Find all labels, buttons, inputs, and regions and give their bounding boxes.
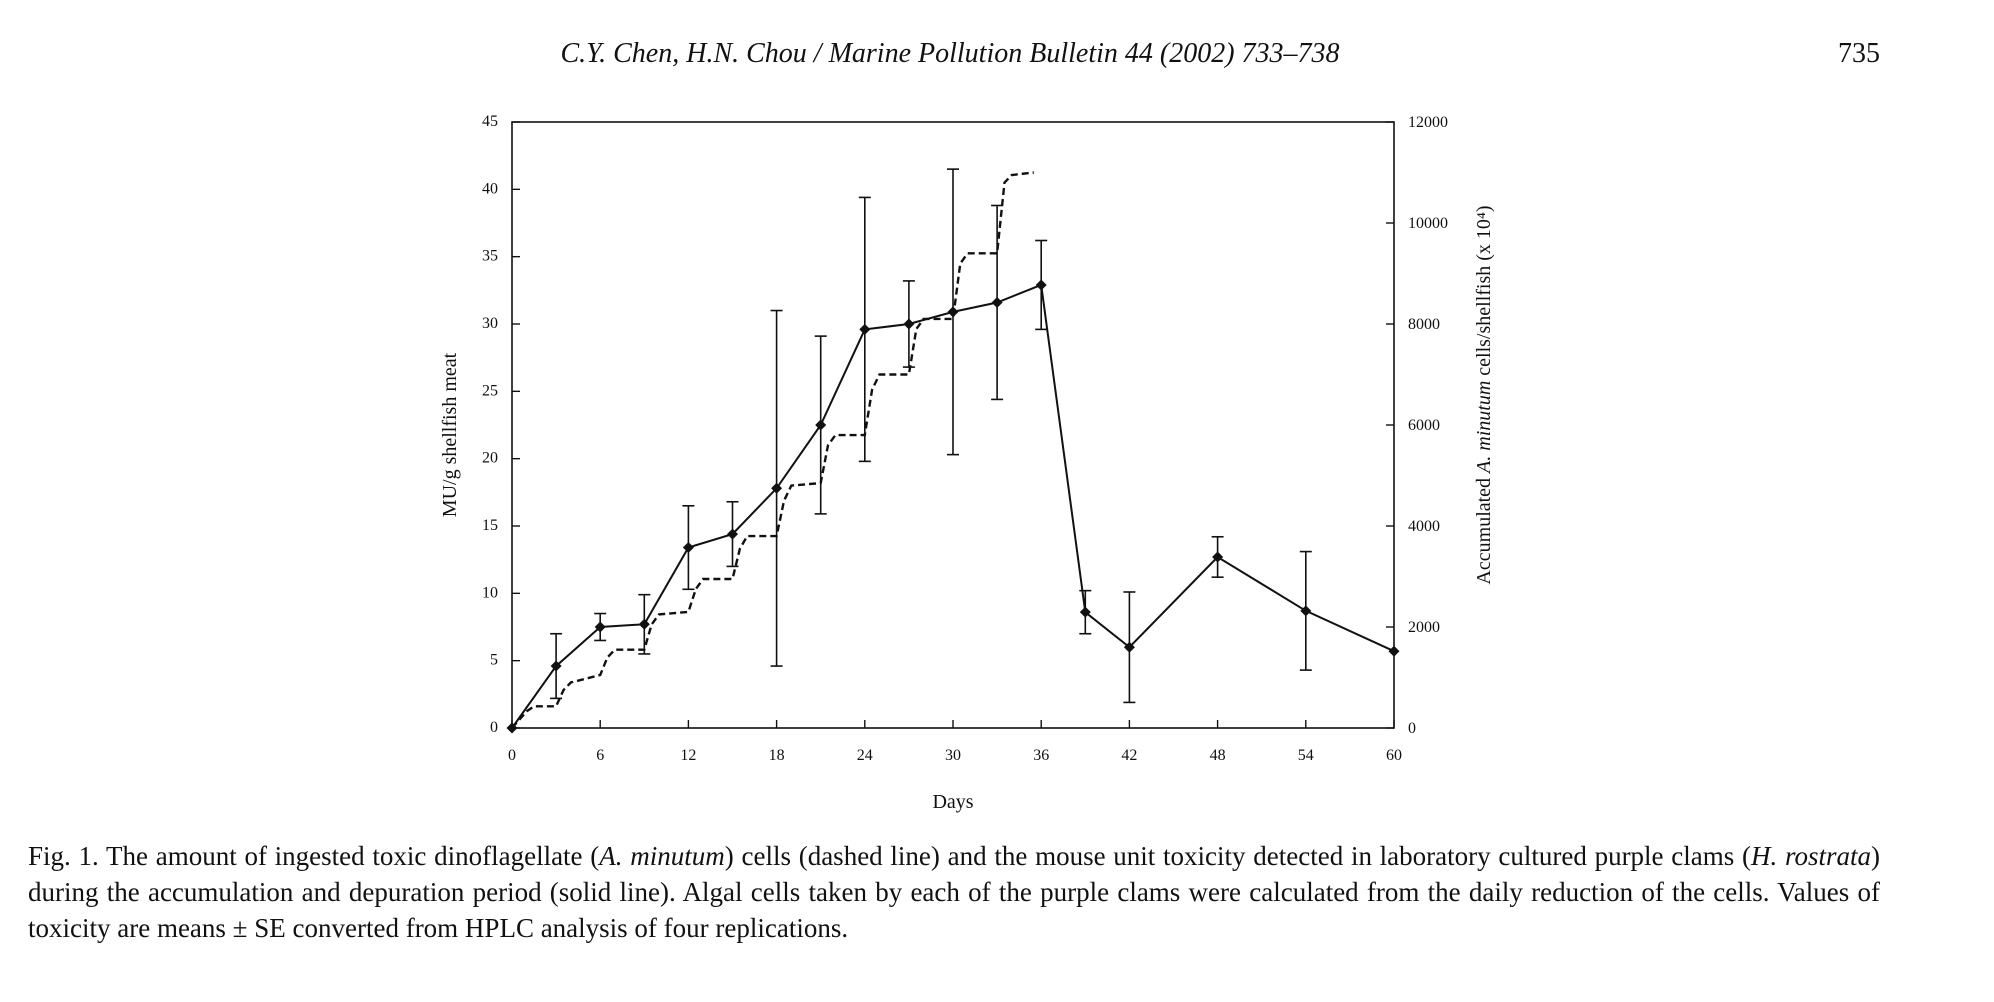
dashed-series-line bbox=[511, 171, 1034, 729]
x-tick-label: 30 bbox=[945, 747, 961, 764]
y-left-tick-label: 35 bbox=[482, 248, 498, 265]
solid-series bbox=[506, 168, 1400, 734]
x-tick-label: 48 bbox=[1210, 747, 1226, 764]
y-right-tick-label: 4000 bbox=[1408, 518, 1440, 535]
data-point-diamond bbox=[1079, 606, 1091, 618]
solid-series-line bbox=[511, 283, 1395, 729]
data-point-diamond bbox=[859, 323, 871, 335]
x-tick-label: 42 bbox=[1121, 747, 1137, 764]
x-tick-label: 12 bbox=[680, 747, 696, 764]
data-point-diamond bbox=[550, 660, 562, 672]
y-left-tick-label: 5 bbox=[490, 652, 498, 669]
data-point-diamond bbox=[594, 621, 606, 633]
data-point-diamond bbox=[682, 542, 694, 554]
data-point-diamond bbox=[771, 482, 783, 494]
data-point-diamond bbox=[1212, 551, 1224, 563]
x-tick-label: 36 bbox=[1033, 747, 1049, 764]
page-header: C.Y. Chen, H.N. Chou / Marine Pollution … bbox=[0, 38, 1994, 78]
figure-caption: Fig. 1. The amount of ingested toxic din… bbox=[28, 841, 1881, 943]
y-left-tick-label: 25 bbox=[482, 382, 498, 399]
axis-ticks: 0 6 12 18 24 30 36 42 48 54 60 0 5 10 15 20 25 30 35 40 45 0 2… bbox=[482, 113, 1448, 764]
y-right-tick-label: 10000 bbox=[1408, 215, 1448, 232]
y-left-tick-label: 40 bbox=[482, 180, 498, 197]
y-left-tick-label: 10 bbox=[482, 584, 498, 601]
x-tick-label: 6 bbox=[596, 747, 604, 764]
y-right-tick-label: 6000 bbox=[1408, 417, 1440, 434]
x-tick-label: 0 bbox=[508, 747, 516, 764]
toxicity-chart: 0 6 12 18 24 30 36 42 48 54 60 0 5 10 15 20 25 30 35 40 45 0 2… bbox=[439, 113, 1495, 813]
data-point-diamond bbox=[1035, 279, 1047, 291]
y-left-tick-label: 30 bbox=[482, 315, 498, 332]
x-axis-title: Days bbox=[932, 791, 973, 813]
data-point-diamond bbox=[815, 419, 827, 431]
y-right-tick-label: 0 bbox=[1408, 720, 1416, 737]
data-point-diamond bbox=[638, 618, 650, 630]
y-left-tick-label: 20 bbox=[482, 450, 498, 467]
data-point-diamond bbox=[1123, 641, 1135, 653]
data-point-diamond bbox=[903, 318, 915, 330]
x-tick-label: 24 bbox=[857, 747, 873, 764]
y-axis-left-title: MU/g shellfish meat bbox=[439, 352, 461, 517]
y-left-tick-label: 45 bbox=[482, 113, 498, 130]
data-point-diamond bbox=[506, 722, 518, 734]
x-tick-label: 60 bbox=[1386, 747, 1402, 764]
y-right-tick-label: 2000 bbox=[1408, 619, 1440, 636]
running-head: C.Y. Chen, H.N. Chou / Marine Pollution … bbox=[560, 38, 1340, 69]
y-left-tick-label: 0 bbox=[490, 719, 498, 736]
dashed-series bbox=[511, 171, 1034, 729]
data-point-diamond bbox=[1388, 645, 1400, 657]
data-point-diamond bbox=[727, 528, 738, 540]
y-axis-right-title: Accumulated A. minutum cells/shellfish (… bbox=[1473, 205, 1495, 584]
data-point-diamond bbox=[991, 296, 1003, 308]
x-tick-label: 54 bbox=[1298, 747, 1314, 764]
data-point-diamond bbox=[1300, 605, 1312, 617]
page-number: 735 bbox=[1838, 38, 1880, 69]
y-right-tick-label: 12000 bbox=[1408, 114, 1448, 131]
data-point-diamond bbox=[947, 306, 959, 318]
x-tick-label: 18 bbox=[769, 747, 785, 764]
y-right-tick-label: 8000 bbox=[1408, 316, 1440, 333]
y-left-tick-label: 15 bbox=[482, 517, 498, 534]
